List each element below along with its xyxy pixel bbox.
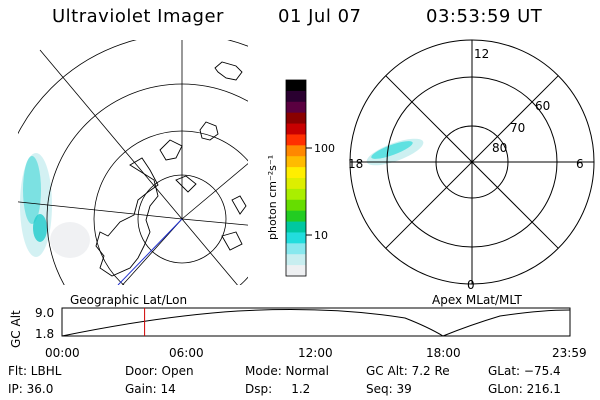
colorbar-label-100: 100 — [314, 142, 335, 155]
gc-alt-ytick-9: 9.0 — [35, 306, 54, 320]
mlt-lines — [350, 40, 594, 284]
info-door: Door: Open — [125, 364, 194, 378]
time-display: 03:53:59 UT — [426, 6, 543, 27]
geographic-map — [18, 40, 248, 285]
colorbar-frame — [285, 79, 307, 277]
info-dsp: Dsp: 1.2 — [245, 382, 311, 396]
meridian-lines — [18, 40, 248, 285]
colorbar-unit-label: photon cm⁻²s⁻¹ — [266, 155, 279, 240]
info-gc-alt: GC Alt: 7.2 Re — [366, 364, 450, 378]
aurora-left — [20, 153, 90, 258]
colorbar-segment — [286, 134, 306, 146]
satellite-track — [117, 218, 183, 285]
coastlines — [95, 61, 247, 277]
colorbar-segment — [286, 112, 306, 125]
info-glat: GLat: −75.4 — [488, 364, 561, 378]
right-map-caption: Apex MLat/MLT — [432, 293, 522, 307]
colorbar-segment — [286, 232, 306, 244]
mlat-label-60: 60 — [535, 99, 550, 113]
mlt-label-12: 12 — [474, 47, 489, 61]
colorbar-segment — [286, 243, 306, 255]
colorbar — [286, 80, 306, 277]
colorbar-segment — [286, 123, 306, 135]
mlat-label-70: 70 — [510, 121, 525, 135]
colorbar-segment — [286, 210, 306, 223]
gc-alt-xtick-1200: 12:00 — [298, 346, 333, 360]
colorbar-segment — [286, 145, 306, 157]
colorbar-label-10: 10 — [314, 229, 328, 242]
gc-alt-xtick-1800: 18:00 — [426, 346, 461, 360]
colorbar-segment — [286, 265, 306, 277]
info-gain: Gain: 14 — [125, 382, 176, 396]
mlt-label-18: 18 — [348, 157, 363, 171]
colorbar-segment — [286, 199, 306, 212]
colorbar-segment — [286, 221, 306, 233]
app-title: Ultraviolet Imager — [52, 6, 224, 27]
mlt-label-6: 6 — [576, 157, 584, 171]
aurora-right — [366, 138, 424, 166]
gc-alt-plot-frame — [61, 307, 571, 337]
gc-alt-axis-title: GC Alt — [9, 310, 23, 348]
colorbar-segment — [286, 178, 306, 190]
colorbar-segment — [286, 167, 306, 179]
colorbar-segment — [286, 156, 306, 168]
gc-alt-xtick-2359: 23:59 — [552, 346, 587, 360]
gc-alt-xtick-0600: 06:00 — [169, 346, 204, 360]
gc-alt-xtick-0000: 00:00 — [45, 346, 80, 360]
info-flt: Flt: LBHL — [8, 364, 62, 378]
colorbar-segment — [286, 101, 306, 114]
info-mode: Mode: Normal — [245, 364, 329, 378]
mlt-label-0: 0 — [467, 278, 475, 292]
colorbar-segment — [286, 80, 306, 92]
colorbar-segment — [286, 254, 306, 266]
mlat-label-80: 80 — [492, 141, 507, 155]
left-map-caption: Geographic Lat/Lon — [70, 293, 187, 307]
polar-map: 80 70 60 12 6 0 18 — [348, 39, 595, 292]
colorbar-segment — [286, 90, 306, 103]
info-glon: GLon: 216.1 — [488, 382, 561, 396]
date-display: 01 Jul 07 — [278, 6, 362, 27]
colorbar-segment — [286, 188, 306, 201]
gc-alt-curve — [61, 309, 571, 337]
gc-alt-ytick-1-8: 1.8 — [35, 327, 54, 341]
info-seq: Seq: 39 — [366, 382, 412, 396]
info-ip: IP: 36.0 — [8, 382, 54, 396]
